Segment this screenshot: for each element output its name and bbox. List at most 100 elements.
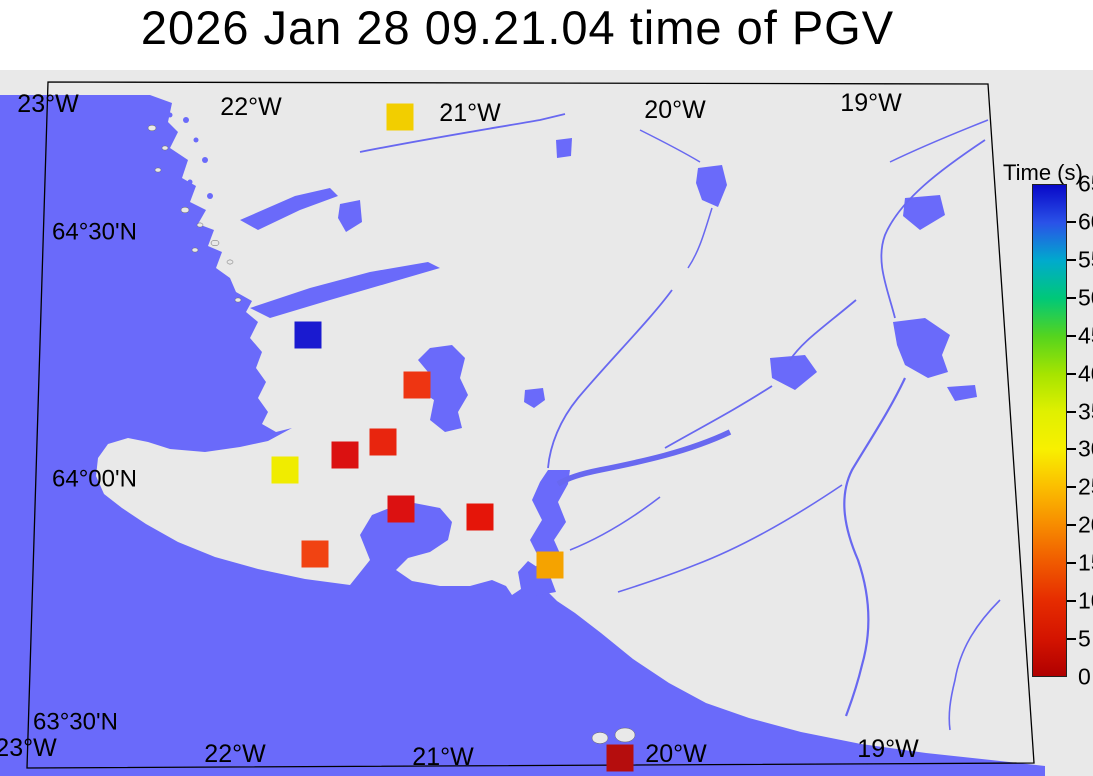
islet xyxy=(154,167,162,173)
islet xyxy=(180,206,190,214)
colorbar-tick xyxy=(1067,372,1076,375)
colorbar-tick xyxy=(1067,296,1076,299)
islet xyxy=(591,732,609,744)
colorbar-tick xyxy=(1067,334,1076,337)
stations xyxy=(271,103,634,772)
lake xyxy=(250,262,440,318)
grid-label: 22°W xyxy=(220,93,282,121)
grid-label: 20°W xyxy=(644,96,706,124)
islet xyxy=(196,222,204,228)
lake xyxy=(893,318,950,378)
lake xyxy=(770,355,817,390)
pond xyxy=(207,193,213,199)
grid-label: 21°W xyxy=(412,743,474,771)
station-marker xyxy=(387,495,415,523)
colorbar-gradient xyxy=(1032,184,1067,677)
station-marker xyxy=(369,428,397,456)
pond xyxy=(202,157,208,163)
grid-label: 23°W xyxy=(0,734,57,762)
colorbar-tick-label: 40 xyxy=(1078,360,1093,387)
colorbar-tick-label: 25 xyxy=(1078,473,1093,500)
colorbar-tick-label: 15 xyxy=(1078,549,1093,576)
grid-label: 23°W xyxy=(17,90,79,118)
river xyxy=(880,139,986,319)
river xyxy=(664,385,773,449)
lake xyxy=(240,188,338,230)
lake xyxy=(418,345,468,432)
pond xyxy=(187,179,193,185)
islet xyxy=(210,239,220,247)
lake xyxy=(696,165,727,207)
grid-label: 22°W xyxy=(204,740,266,768)
pond xyxy=(167,112,173,118)
station-marker xyxy=(606,744,634,772)
islet xyxy=(191,247,199,253)
islet xyxy=(147,124,157,132)
colorbar-tick-label: 35 xyxy=(1078,398,1093,425)
colorbar-tick xyxy=(1067,410,1076,413)
station-marker xyxy=(386,103,414,131)
station-marker xyxy=(466,503,494,531)
colorbar-tick-label: 45 xyxy=(1078,322,1093,349)
lake xyxy=(556,138,572,158)
map-title: 2026 Jan 28 09.21.04 time of PGV xyxy=(140,1,895,54)
grid-label: 63°30'N xyxy=(33,709,118,736)
river xyxy=(789,299,857,361)
station-marker xyxy=(403,371,431,399)
grid-label: 19°W xyxy=(840,89,902,117)
pond xyxy=(183,117,189,123)
grid-label: 64°00'N xyxy=(52,466,137,493)
river xyxy=(617,484,843,593)
colorbar-tick xyxy=(1067,220,1076,223)
river xyxy=(547,289,673,469)
islet xyxy=(226,259,234,265)
colorbar-tick xyxy=(1067,600,1076,603)
colorbar-tick xyxy=(1067,448,1076,451)
river xyxy=(639,129,701,163)
colorbar-tick-label: 65 xyxy=(1078,170,1093,197)
lake xyxy=(524,388,545,408)
colorbar-tick-label: 50 xyxy=(1078,284,1093,311)
colorbar-tick xyxy=(1067,486,1076,489)
colorbar-tick xyxy=(1067,258,1076,261)
colorbar-tick-label: 30 xyxy=(1078,435,1093,462)
station-marker xyxy=(294,321,322,349)
grid-label: 19°W xyxy=(857,735,919,763)
lake xyxy=(903,195,945,230)
station-marker xyxy=(271,456,299,484)
lake xyxy=(947,385,977,401)
pond xyxy=(193,137,199,143)
colorbar-tick-label: 20 xyxy=(1078,511,1093,538)
grid-label: 21°W xyxy=(439,99,501,127)
station-marker xyxy=(301,540,329,568)
river xyxy=(843,377,906,717)
river xyxy=(569,496,661,551)
ocean xyxy=(0,95,1045,776)
station-marker xyxy=(331,441,359,469)
colorbar-tick xyxy=(1067,638,1076,641)
river xyxy=(948,599,1001,731)
colorbar-tick-label: 0 xyxy=(1078,663,1091,690)
station-marker xyxy=(536,551,564,579)
river xyxy=(889,119,989,163)
river xyxy=(687,207,713,269)
colorbar-tick-label: 55 xyxy=(1078,246,1093,273)
map-border xyxy=(26,81,1035,769)
grid-label: 20°W xyxy=(645,740,707,768)
islet xyxy=(161,145,169,151)
colorbar-tick-label: 60 xyxy=(1078,208,1093,235)
colorbar-tick xyxy=(1067,524,1076,527)
lake xyxy=(338,200,362,232)
river xyxy=(359,113,566,153)
islet xyxy=(234,297,242,303)
colorbar: Time (s) 65605550454035302520151050 xyxy=(1000,160,1093,700)
river xyxy=(556,429,732,487)
grid-label: 64°30'N xyxy=(52,219,137,246)
colorbar-tick xyxy=(1067,562,1076,565)
colorbar-title: Time (s) xyxy=(1003,160,1083,185)
colorbar-tick-label: 10 xyxy=(1078,587,1093,614)
colorbar-tick-label: 5 xyxy=(1078,625,1091,652)
islet xyxy=(614,727,636,743)
